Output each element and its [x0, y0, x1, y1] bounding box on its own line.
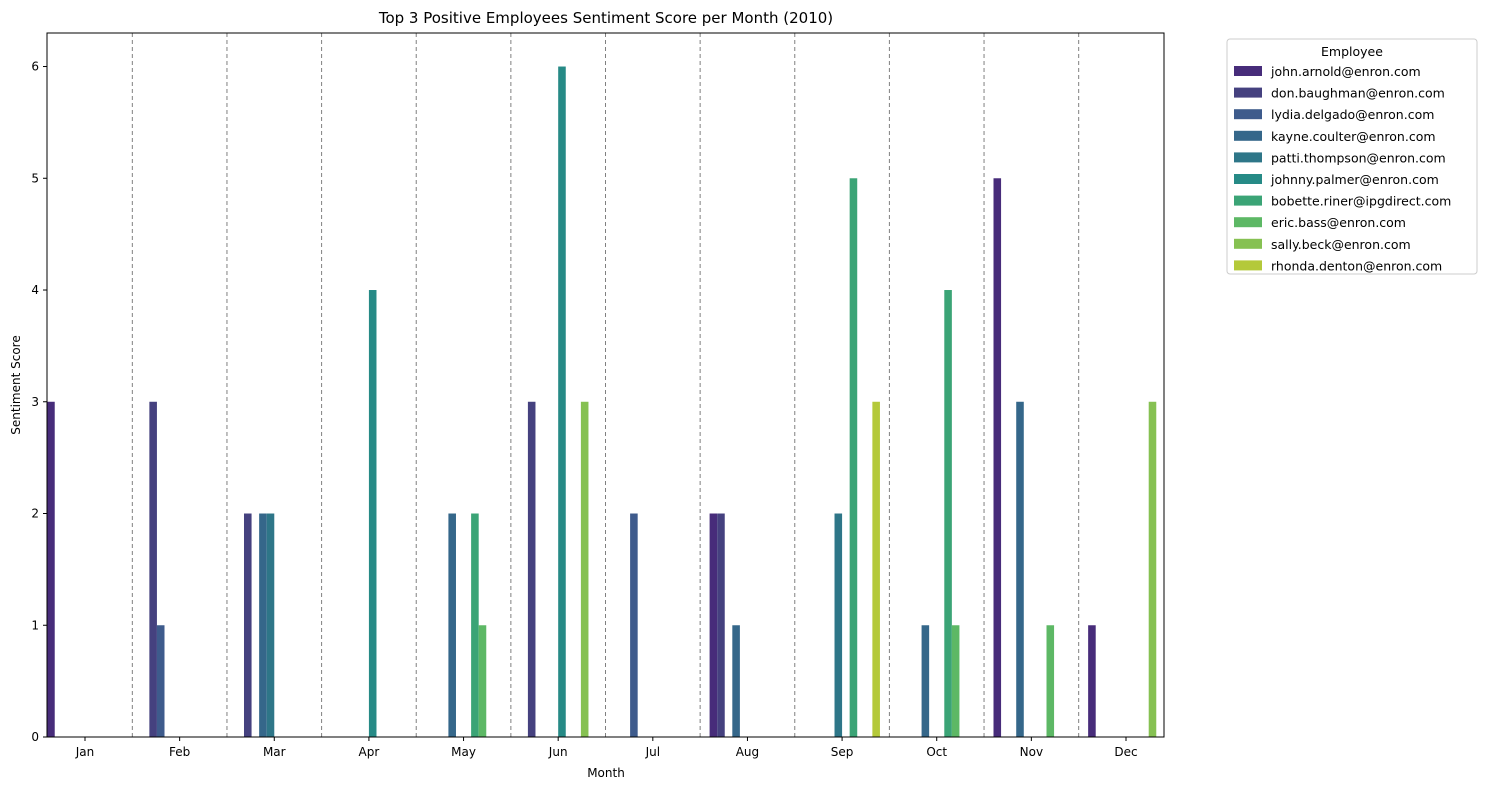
- bar: [156, 625, 165, 737]
- bar: [951, 625, 960, 737]
- bar: [243, 513, 252, 737]
- bar: [527, 401, 536, 737]
- bar: [1016, 401, 1024, 737]
- bar: [558, 66, 566, 738]
- bar: [921, 625, 930, 737]
- legend-label: don.baughman@enron.com: [1271, 86, 1445, 101]
- legend-label: kayne.coulter@enron.com: [1271, 129, 1436, 144]
- x-tick-label: Aug: [736, 745, 759, 759]
- legend-swatch: [1234, 130, 1262, 141]
- bar: [709, 513, 718, 737]
- legend-label: john.arnold@enron.com: [1270, 64, 1421, 79]
- bar: [630, 513, 638, 737]
- x-tick-label: Feb: [169, 745, 190, 759]
- legend-label: patti.thompson@enron.com: [1271, 150, 1446, 165]
- bar: [872, 401, 880, 737]
- y-tick-label: 2: [31, 507, 39, 521]
- y-axis-label: Sentiment Score: [9, 335, 23, 434]
- y-tick-label: 6: [31, 60, 39, 74]
- bar: [944, 290, 952, 737]
- y-tick-label: 0: [31, 730, 39, 744]
- legend-swatch: [1234, 195, 1262, 206]
- bar: [478, 625, 487, 737]
- y-tick-label: 5: [31, 171, 39, 185]
- bar: [993, 178, 1002, 737]
- legend-label: sally.beck@enron.com: [1271, 237, 1411, 252]
- y-tick-label: 4: [31, 283, 39, 297]
- bars-layer: [47, 66, 1157, 738]
- bar: [580, 401, 589, 737]
- x-tick-label: Jul: [645, 745, 660, 759]
- bar: [448, 513, 456, 737]
- bar: [471, 513, 479, 737]
- bar: [149, 401, 157, 737]
- bar: [717, 513, 725, 737]
- x-tick-label: Apr: [359, 745, 380, 759]
- legend-swatch: [1234, 109, 1262, 120]
- legend-swatch: [1234, 217, 1262, 228]
- x-tick-label: Jun: [548, 745, 568, 759]
- legend-label: rhonda.denton@enron.com: [1271, 258, 1442, 273]
- legend-swatch: [1234, 260, 1262, 271]
- legend-label: eric.bass@enron.com: [1271, 215, 1406, 230]
- legend-swatch: [1234, 152, 1262, 163]
- x-tick-label: Dec: [1114, 745, 1137, 759]
- bar: [1046, 625, 1055, 737]
- legend-swatch: [1234, 87, 1262, 98]
- legend-title: Employee: [1321, 44, 1383, 59]
- bar: [47, 401, 55, 737]
- bar: [266, 513, 275, 737]
- chart-title: Top 3 Positive Employees Sentiment Score…: [378, 9, 833, 27]
- legend-swatch: [1234, 238, 1262, 249]
- bar: [849, 178, 858, 737]
- y-tick-label: 1: [31, 618, 39, 632]
- legend-label: johnny.palmer@enron.com: [1270, 172, 1439, 187]
- x-tick-label: Nov: [1020, 745, 1043, 759]
- x-tick-label: Jan: [75, 745, 95, 759]
- x-tick-label: Mar: [263, 745, 286, 759]
- bar: [834, 513, 843, 737]
- x-tick-label: Sep: [831, 745, 854, 759]
- bar: [1088, 625, 1096, 737]
- plot-frame: [46, 32, 1165, 738]
- legend-swatch: [1234, 66, 1262, 76]
- legend-frame: [1226, 38, 1478, 275]
- bar: [1148, 401, 1157, 737]
- bar: [368, 290, 377, 737]
- y-tick-label: 3: [31, 395, 39, 409]
- bar: [732, 625, 740, 737]
- axes-layer: 0 1 2 3 4 5 6 Jan Feb Mar Apr May Jun Jul Aug Sep Oct Nov…: [31, 60, 1137, 759]
- legend-label: lydia.delgado@enron.com: [1271, 107, 1434, 122]
- legend-label: bobette.riner@ipgdirect.com: [1271, 194, 1451, 209]
- x-tick-label: May: [451, 745, 476, 759]
- legend-swatch: [1234, 174, 1262, 184]
- x-tick-label: Oct: [926, 745, 947, 759]
- grid-layer: [131, 33, 1080, 737]
- legend: Employee john.arnold@enron.com don.baughm…: [1226, 38, 1478, 275]
- bar: [259, 513, 267, 737]
- x-axis-label: Month: [587, 766, 625, 780]
